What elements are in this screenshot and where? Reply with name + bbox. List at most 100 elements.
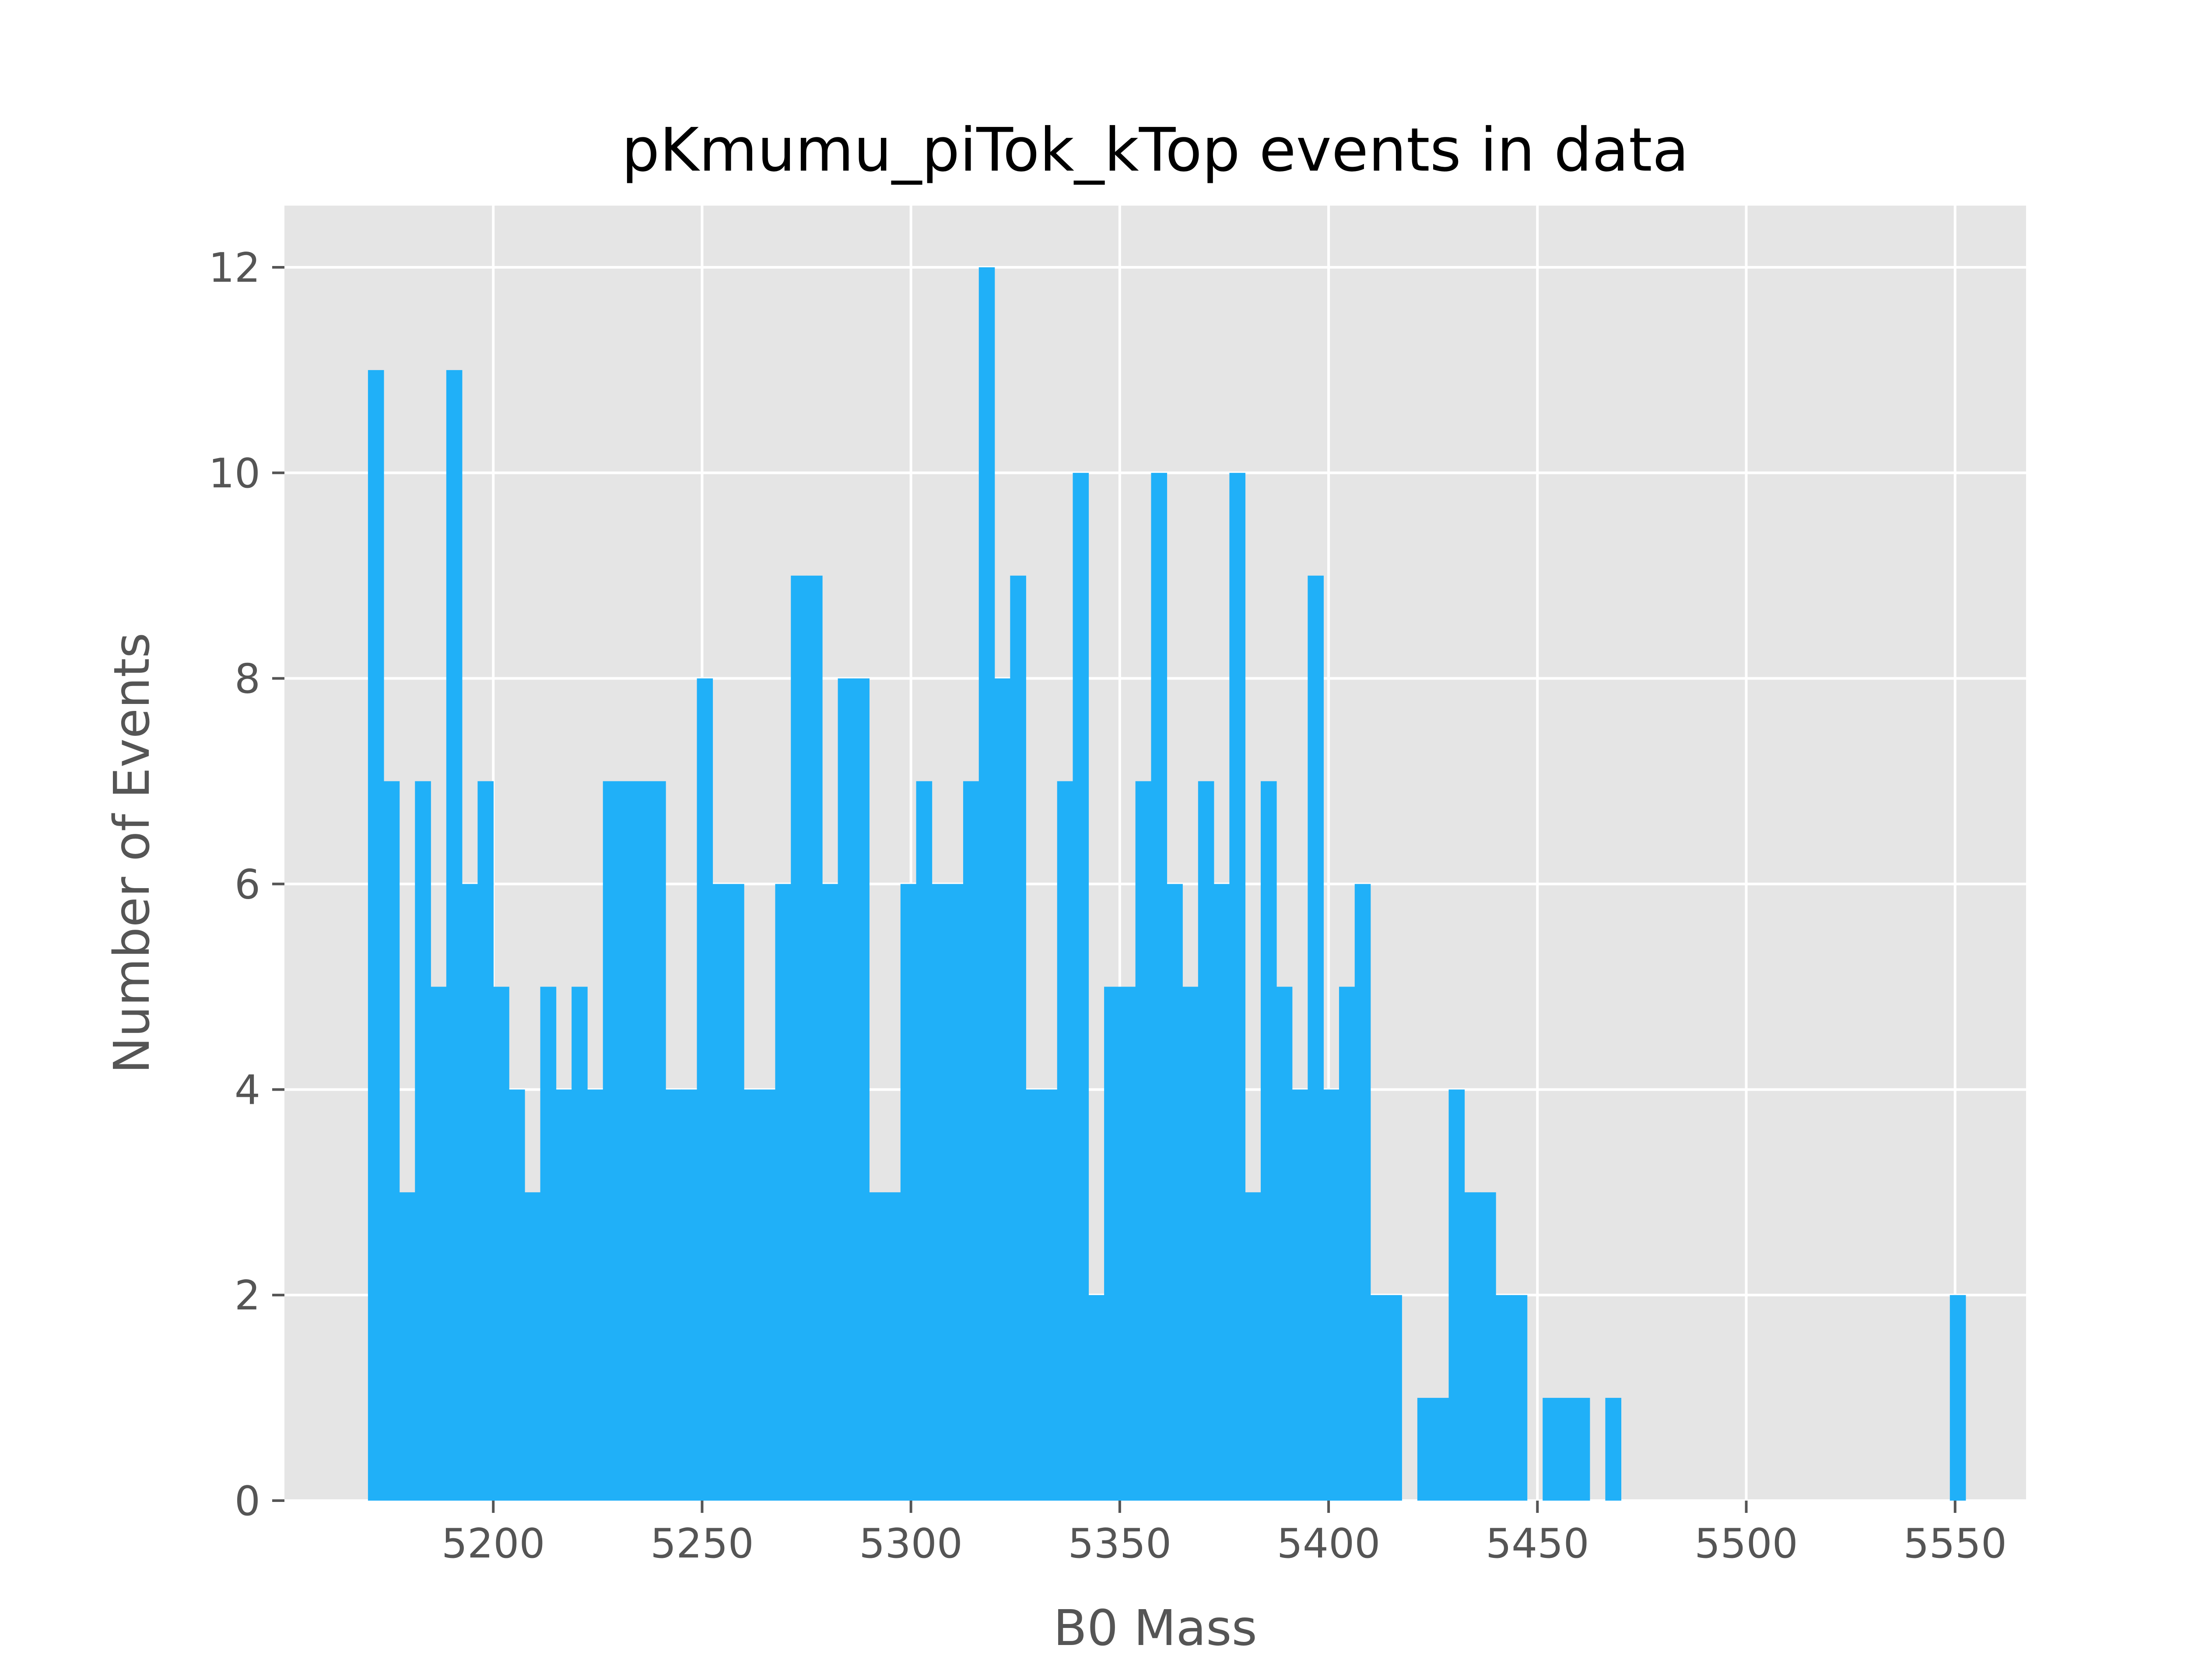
histogram-bar (1354, 884, 1371, 1501)
histogram-bar (368, 370, 384, 1501)
histogram-bar (477, 781, 494, 1501)
histogram-bar (916, 781, 933, 1501)
histogram-bar (697, 678, 713, 1501)
histogram-bar (1480, 1192, 1496, 1501)
histogram-bar (1041, 1089, 1058, 1501)
y-tick-label: 6 (235, 861, 260, 908)
histogram-bar (1073, 472, 1089, 1501)
histogram-bar (556, 1089, 572, 1501)
histogram-bar (1417, 1398, 1434, 1501)
histogram-bar (932, 884, 948, 1501)
histogram-bar (1950, 1295, 1966, 1501)
histogram-bar (1104, 987, 1120, 1501)
histogram-bar (524, 1192, 541, 1501)
histogram-bar (1198, 781, 1214, 1501)
histogram-bar (978, 267, 995, 1501)
histogram-bar (1026, 1089, 1042, 1501)
x-tick-label: 5550 (1903, 1520, 2007, 1567)
x-axis-label: B0 Mass (1053, 1600, 1257, 1657)
histogram-bar (572, 987, 588, 1501)
histogram-bar (540, 987, 557, 1501)
histogram-bar (1339, 987, 1355, 1501)
histogram-bar (1605, 1398, 1621, 1501)
histogram-bars (368, 267, 1966, 1501)
histogram-bar (759, 1089, 776, 1501)
histogram-bar (1511, 1295, 1528, 1501)
y-tick-label: 0 (235, 1477, 260, 1525)
histogram-bar (1213, 884, 1230, 1501)
histogram-bar (603, 781, 619, 1501)
histogram-bar (1135, 781, 1152, 1501)
histogram-bar (728, 884, 744, 1501)
histogram-bar (963, 781, 979, 1501)
histogram-bar (1245, 1192, 1261, 1501)
histogram-bar (1386, 1295, 1402, 1501)
x-axis-ticks: 5200 5250 5300 5350 5400 5450 5500 5550 (442, 1501, 2007, 1567)
histogram-bar (1260, 781, 1277, 1501)
y-axis-label: Number of Events (104, 633, 161, 1074)
histogram-bar (383, 781, 400, 1501)
histogram-bar (869, 1192, 885, 1501)
histogram-bar (1010, 575, 1026, 1501)
histogram-bar (1370, 1295, 1387, 1501)
histogram-bar (665, 1089, 682, 1501)
histogram-bar (1167, 884, 1183, 1501)
y-tick-label: 2 (235, 1272, 260, 1319)
histogram-bar (509, 1089, 525, 1501)
histogram-bar (634, 781, 650, 1501)
histogram-bar (994, 678, 1011, 1501)
histogram-bar (1464, 1192, 1480, 1501)
histogram-bar (1308, 575, 1324, 1501)
histogram-bar (1558, 1398, 1574, 1501)
x-tick-label: 5350 (1068, 1520, 1172, 1567)
histogram-bar (838, 678, 854, 1501)
histogram-bar (462, 884, 478, 1501)
histogram-bar (1448, 1089, 1465, 1501)
histogram-bar (1151, 472, 1168, 1501)
histogram-bar (446, 370, 463, 1501)
chart-title: pKmumu_piTok_kTop events in data (621, 116, 1689, 185)
histogram-bar (1088, 1295, 1105, 1501)
histogram-bar (431, 987, 447, 1501)
x-tick-label: 5500 (1694, 1520, 1798, 1567)
x-tick-label: 5400 (1277, 1520, 1381, 1567)
histogram-bar (1323, 1089, 1339, 1501)
histogram-bar (806, 575, 823, 1501)
histogram-bar (1276, 987, 1293, 1501)
histogram-bar (885, 1192, 901, 1501)
x-tick-label: 5250 (650, 1520, 754, 1567)
histogram-bar (415, 781, 431, 1501)
y-tick-label: 12 (209, 244, 260, 291)
histogram-bar (791, 575, 807, 1501)
histogram-bar (493, 987, 509, 1501)
x-tick-label: 5300 (859, 1520, 963, 1567)
x-tick-label: 5450 (1486, 1520, 1589, 1567)
histogram-bar (1182, 987, 1199, 1501)
histogram-bar (1495, 1295, 1512, 1501)
histogram-bar (853, 678, 870, 1501)
histogram-bar (1119, 987, 1136, 1501)
histogram-bar (1433, 1398, 1449, 1501)
histogram-bar (618, 781, 635, 1501)
histogram-bar (1574, 1398, 1590, 1501)
histogram-bar (900, 884, 917, 1501)
histogram-bar (587, 1089, 603, 1501)
x-tick-label: 5200 (442, 1520, 545, 1567)
histogram-bar (681, 1089, 698, 1501)
y-tick-label: 10 (209, 450, 260, 497)
histogram-bar (1057, 781, 1073, 1501)
histogram-bar (1543, 1398, 1559, 1501)
histogram-bar (775, 884, 792, 1501)
histogram-bar (947, 884, 964, 1501)
histogram-bar (822, 884, 838, 1501)
histogram-bar (743, 1089, 760, 1501)
y-tick-label: 4 (235, 1066, 260, 1113)
histogram-bar (712, 884, 729, 1501)
histogram-bar (399, 1192, 416, 1501)
y-axis-ticks: 0 2 4 6 8 10 12 (209, 244, 284, 1525)
y-tick-label: 8 (235, 655, 260, 703)
histogram-bar (1292, 1089, 1308, 1501)
histogram-bar (650, 781, 666, 1501)
histogram-bar (1229, 472, 1246, 1501)
